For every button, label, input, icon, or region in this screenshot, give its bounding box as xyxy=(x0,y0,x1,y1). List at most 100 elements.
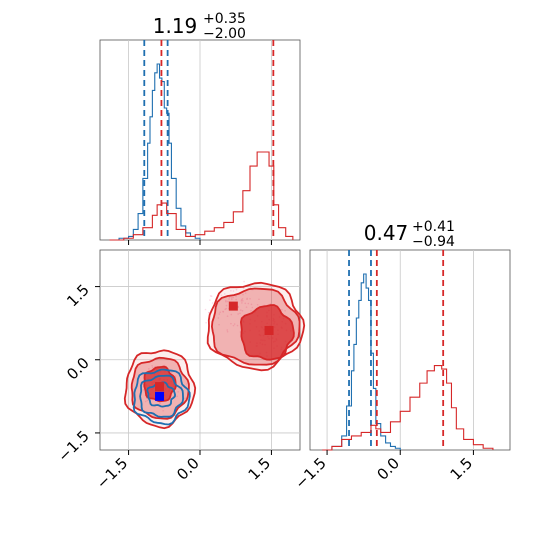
joint-scatter-point xyxy=(209,299,211,301)
joint-scatter-point xyxy=(224,308,227,311)
joint-scatter-point xyxy=(247,302,250,305)
joint-scatter-point xyxy=(225,304,228,307)
joint-scatter-point xyxy=(228,298,230,300)
joint-ytick-label-2: 1.5 xyxy=(63,281,93,311)
joint-xtick-label-1: 0.0 xyxy=(173,454,203,484)
title-param-2-plus: +0.41 xyxy=(412,219,455,235)
title-param-1: 1.19 +0.35 −2.00 xyxy=(153,11,246,42)
joint-scatter-point xyxy=(241,298,244,300)
joint-scatter-point xyxy=(230,322,232,325)
joint-scatter-point xyxy=(218,313,221,315)
joint-scatter-point xyxy=(244,302,247,305)
contour-blue-inner xyxy=(146,381,177,408)
joint-scatter-point xyxy=(177,391,179,393)
joint-scatter-point xyxy=(186,383,188,385)
joint-scatter-point xyxy=(244,292,247,294)
joint-scatter-point xyxy=(142,389,145,391)
contour-blue-outer xyxy=(132,368,191,426)
joint-scatter-point xyxy=(170,371,173,374)
joint-scatter-point xyxy=(230,313,233,316)
marginal-param-2-xtick-label-0: −1.5 xyxy=(291,454,329,492)
marginal-param-2-data xyxy=(322,250,494,451)
joint-scatter-point xyxy=(223,293,226,295)
joint-scatter-point xyxy=(211,302,214,304)
joint-scatter-point xyxy=(144,400,147,403)
joint-scatter-point xyxy=(227,300,229,303)
joint-panel: −1.5 0.0 1.5 −1.5 0.0 1.5 xyxy=(54,249,306,493)
joint-scatter-point xyxy=(217,317,220,319)
joint-scatter-point xyxy=(151,364,153,367)
joint-scatter-point xyxy=(151,366,154,369)
joint-scatter-point xyxy=(232,290,235,292)
contour-blue-mid xyxy=(139,374,185,418)
joint-scatter-point xyxy=(250,309,252,312)
svg-text:1.19: 1.19 xyxy=(153,14,198,38)
title-param-1-plus: +0.35 xyxy=(203,11,246,27)
marginal-param-2-xtick-label-2: 1.5 xyxy=(447,454,477,484)
joint-scatter-point xyxy=(233,323,236,325)
joint-scatter-point xyxy=(231,298,233,301)
joint-scatter-point xyxy=(245,306,248,308)
title-param-2-value: 0.47 xyxy=(364,221,409,245)
joint-scatter-point xyxy=(241,309,244,312)
joint-scatter-point xyxy=(230,297,233,299)
joint-data xyxy=(123,280,306,430)
joint-marker-red-0 xyxy=(155,382,165,392)
marginal-param-2-frame xyxy=(309,249,511,451)
marginal-param-1-data xyxy=(109,40,294,241)
marginal-param-2-xtick-label-1: 0.0 xyxy=(373,454,403,484)
joint-scatter-point xyxy=(226,315,229,317)
marginal-param-2-panel: −1.5 0.0 1.5 xyxy=(291,249,511,493)
joint-scatter-point xyxy=(281,308,283,311)
joint-marker-blue-0 xyxy=(155,391,165,401)
joint-scatter-point xyxy=(246,298,248,301)
joint-scatter-point xyxy=(256,303,259,306)
joint-scatter-point xyxy=(251,306,254,309)
joint-scatter-point xyxy=(228,296,231,299)
joint-scatter-point xyxy=(249,297,251,300)
joint-scatter-point xyxy=(235,295,237,298)
joint-marker-red-2 xyxy=(264,325,274,335)
joint-scatter-point xyxy=(230,289,232,292)
marginal-param-2-ticks: −1.5 0.0 1.5 xyxy=(291,450,476,493)
joint-scatter-point xyxy=(184,397,186,400)
joint-scatter-point xyxy=(207,311,210,314)
joint-scatter-point xyxy=(284,309,286,312)
marginal-param-1-series-1 xyxy=(109,151,294,241)
joint-scatter-point xyxy=(148,368,150,370)
joint-xtick-label-2: 1.5 xyxy=(245,454,275,484)
marginal-param-2-series-1 xyxy=(322,364,494,451)
joint-scatter-point xyxy=(222,310,224,313)
joint-scatter-point xyxy=(236,324,239,327)
joint-scatter-point xyxy=(239,309,242,311)
marginal-param-2-series-0 xyxy=(322,273,401,451)
joint-scatter-point xyxy=(218,323,220,326)
joint-scatter-point xyxy=(210,295,213,297)
joint-scatter-point xyxy=(258,298,260,301)
joint-scatter-point xyxy=(237,313,239,315)
joint-scatter-point xyxy=(174,375,177,377)
svg-text:0.47: 0.47 xyxy=(364,221,409,245)
joint-scatter-point xyxy=(232,324,235,327)
title-param-1-value: 1.19 xyxy=(153,14,198,38)
joint-scatter-point xyxy=(243,280,245,283)
joint-scatter-point xyxy=(162,409,164,412)
title-param-2-minus: −0.94 xyxy=(412,234,455,250)
joint-scatter-point xyxy=(235,298,237,301)
joint-scatter-point xyxy=(205,321,207,324)
joint-scatter-point xyxy=(250,303,253,306)
joint-ytick-label-0: −1.5 xyxy=(54,427,92,465)
joint-scatter-point xyxy=(219,311,221,313)
joint-scatter-point xyxy=(220,294,223,296)
joint-scatter-point xyxy=(204,308,207,311)
joint-scatter-point xyxy=(232,296,235,299)
joint-scatter-point xyxy=(146,399,149,402)
joint-scatter-point xyxy=(235,288,238,291)
joint-scatter-point xyxy=(226,330,229,333)
marginal-param-1-series-0 xyxy=(109,63,201,241)
joint-scatter-point xyxy=(239,312,241,315)
joint-scatter-point xyxy=(176,395,178,398)
marginal-param-1-panel xyxy=(99,39,301,245)
joint-marker-red-1 xyxy=(228,301,238,311)
joint-scatter-point xyxy=(159,402,161,405)
